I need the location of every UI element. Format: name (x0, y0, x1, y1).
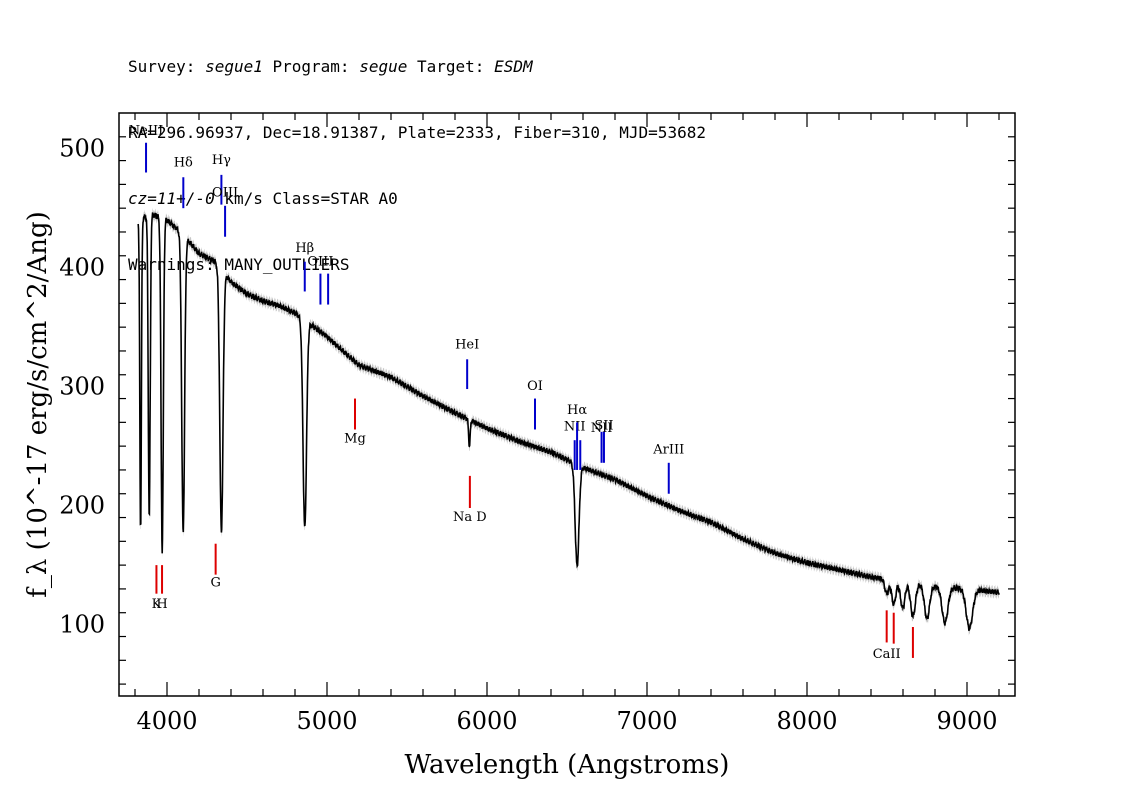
y-axis-title: f_λ (10^-17 erg/s/cm^2/Ang) (23, 211, 53, 597)
y-tick-label: 300 (59, 373, 105, 401)
target-label: Target: (407, 57, 495, 76)
survey-label: Survey: (128, 57, 206, 76)
y-tick-label: 200 (59, 492, 105, 520)
y-tick-label: 400 (59, 254, 105, 282)
emission-marker-label: Hα (567, 403, 587, 418)
absorption-marker-label: CaII (873, 647, 901, 662)
emission-marker-label: OIII (307, 254, 333, 269)
emission-marker-label: Hβ (295, 241, 314, 256)
absorption-marker-label: H (156, 597, 167, 612)
emission-marker-label: OIII (212, 185, 238, 200)
emission-marker-label: Hδ (174, 156, 193, 171)
plot-frame (118, 112, 1016, 697)
plot-header: Survey: segue1 Program: segue Target: ES… (128, 12, 706, 298)
redshift-value: cz=11+/-0 (128, 189, 215, 208)
program-value: segue (359, 57, 408, 76)
emission-marker-label: SII (594, 418, 613, 433)
header-line-4: Warnings: MANY_OUTLIERS (128, 255, 350, 274)
x-tick-label: 6000 (456, 707, 517, 735)
header-line-2: RA=296.96937, Dec=18.91387, Plate=2333, … (128, 123, 706, 142)
x-tick-label: 4000 (136, 707, 197, 735)
x-tick-label: 8000 (776, 707, 837, 735)
x-tick-label: 5000 (296, 707, 357, 735)
emission-marker-label: ArIII (652, 442, 684, 457)
emission-marker-label: NII (564, 420, 586, 435)
header-line-1: Survey: segue1 Program: segue Target: ES… (128, 56, 706, 78)
emission-marker-label: NII (591, 421, 613, 436)
y-tick-label: 500 (59, 135, 105, 163)
spectrum-line (137, 212, 1000, 631)
program-label: Program: (262, 57, 360, 76)
target-value: ESDM (494, 57, 533, 76)
emission-marker-label: NeIII (129, 123, 163, 138)
absorption-marker-label: G (210, 576, 220, 591)
survey-value: segue1 (205, 57, 263, 76)
emission-marker-label: Hγ (212, 153, 231, 168)
emission-marker-label: OI (527, 379, 543, 394)
x-tick-label: 9000 (936, 707, 997, 735)
absorption-marker-label: K (152, 597, 162, 612)
absorption-marker-label: Na D (453, 510, 487, 525)
header-line-3: cz=11+/-0 km/s Class=STAR A0 (128, 188, 706, 210)
class-text: km/s Class=STAR A0 (214, 189, 398, 208)
absorption-marker-label: Mg (344, 432, 366, 447)
emission-marker-label: HeI (455, 338, 479, 353)
x-axis-title: Wavelength (Angstroms) (405, 750, 730, 780)
x-tick-label: 7000 (616, 707, 677, 735)
y-tick-label: 100 (59, 611, 105, 639)
